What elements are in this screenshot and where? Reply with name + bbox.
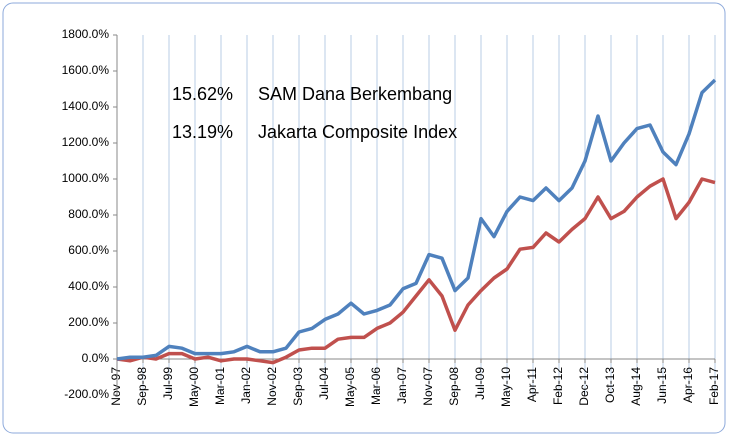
x-tick-label: Jan-02 <box>239 367 253 404</box>
x-tick-label: Mar-01 <box>213 367 227 405</box>
legend-name: Jakarta Composite Index <box>258 122 457 142</box>
y-tick-label: 1000.0% <box>62 171 110 185</box>
x-tick-label: Mar-06 <box>369 367 383 405</box>
x-tick-label: Apr-11 <box>525 367 539 402</box>
legend-value: 13.19% <box>172 122 233 142</box>
x-tick-label: Aug-14 <box>629 367 643 406</box>
x-tick-label: Jun-15 <box>655 367 669 404</box>
x-tick-label: Sep-08 <box>447 367 461 406</box>
x-tick-label: Jul-99 <box>161 367 175 400</box>
y-tick-label: 1800.0% <box>62 27 110 41</box>
x-tick-label: Nov-07 <box>421 367 435 406</box>
x-tick-label: Nov-97 <box>109 367 123 406</box>
series-line <box>116 78 717 361</box>
x-tick-label: Jul-04 <box>317 367 331 400</box>
y-tick-label: 1200.0% <box>62 135 110 149</box>
legend-name: SAM Dana Berkembang <box>258 84 452 104</box>
x-tick-label: Feb-12 <box>551 367 565 405</box>
y-tick-label: 0.0% <box>82 351 110 365</box>
y-tick-label: 400.0% <box>68 279 109 293</box>
y-tick-label: 1400.0% <box>62 99 110 113</box>
y-tick-label: -200.0% <box>64 387 109 401</box>
x-tick-label: May-00 <box>187 367 201 407</box>
x-tick-label: Feb-17 <box>707 367 721 405</box>
x-tick-label: Jan-07 <box>395 367 409 404</box>
x-tick-label: May-05 <box>343 367 357 407</box>
x-tick-label: Jul-09 <box>473 367 487 400</box>
legend-value: 15.62% <box>172 84 233 104</box>
x-tick-label: Apr-16 <box>681 367 695 403</box>
x-tick-label: Oct-13 <box>603 367 617 403</box>
x-tick-label: Sep-03 <box>291 367 305 406</box>
x-tick-label: Sep-98 <box>135 367 149 406</box>
y-tick-label: 600.0% <box>68 243 109 257</box>
y-tick-label: 200.0% <box>68 315 109 329</box>
x-tick-label: May-10 <box>499 367 513 407</box>
y-tick-label: 1600.0% <box>62 63 110 77</box>
y-tick-label: 800.0% <box>68 207 109 221</box>
x-tick-label: Dec-12 <box>577 367 591 406</box>
series-line <box>116 177 716 365</box>
x-tick-label: Nov-02 <box>265 367 279 406</box>
